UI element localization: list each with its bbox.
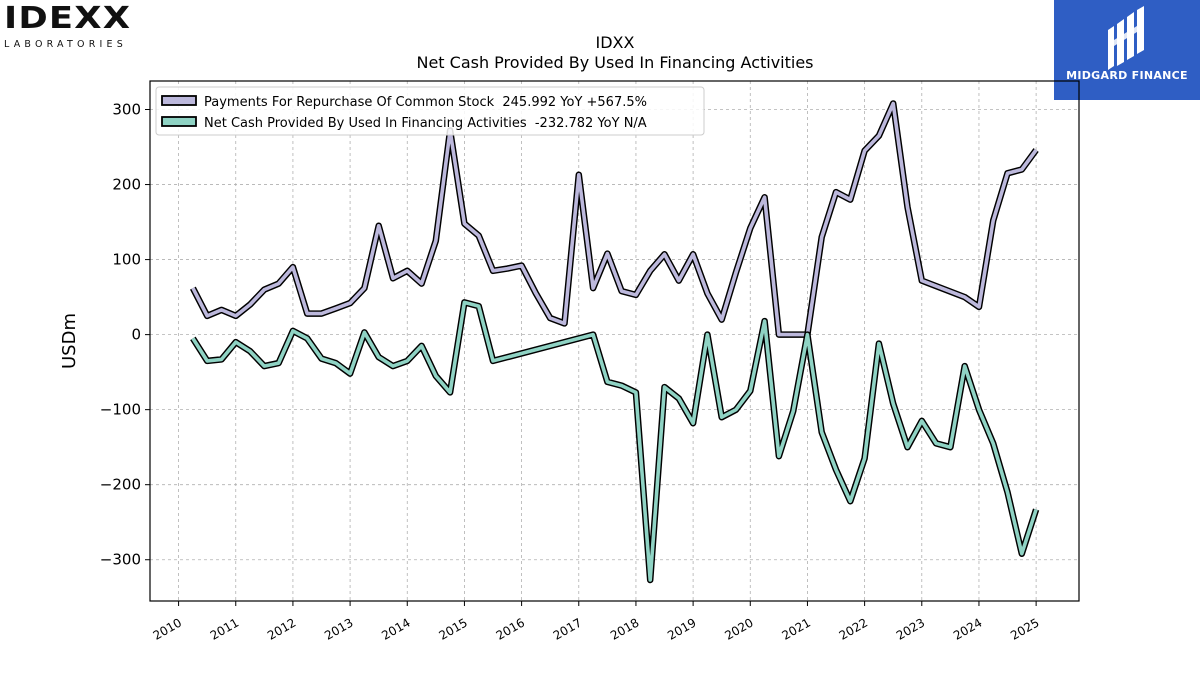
y-tick-label: 300	[112, 101, 141, 119]
x-tick-label: 2017	[551, 615, 584, 642]
chart-subtitle: Net Cash Provided By Used In Financing A…	[416, 53, 813, 72]
idexx-logo-mark: IDEXX	[4, 1, 132, 36]
x-tick-label: 2013	[322, 615, 355, 642]
midgard-emblem-icon	[1108, 6, 1144, 70]
y-tick-label: −300	[100, 551, 141, 569]
series-1-line	[191, 300, 1038, 582]
midgard-finance-logo: MIDGARD FINANCE	[1054, 0, 1200, 100]
x-tick-label: 2020	[722, 615, 755, 642]
x-tick-label: 2023	[894, 615, 927, 642]
plot-area-frame	[149, 80, 1080, 602]
y-tick-label: −100	[100, 401, 141, 419]
x-tick-label: 2011	[208, 615, 241, 642]
x-tick-label: 2021	[779, 615, 812, 642]
x-tick-label: 2016	[494, 615, 527, 642]
x-tick-label: 2024	[951, 615, 984, 642]
y-tick-label: 100	[112, 251, 141, 269]
series-lines	[190, 100, 1040, 584]
chart-title: IDXX	[596, 33, 635, 52]
legend-swatch-1	[161, 116, 197, 127]
y-tick-label: 200	[112, 176, 141, 194]
idexx-logo-subtitle: LABORATORIES	[4, 39, 127, 50]
legend-label-0: Payments For Repurchase Of Common Stock …	[204, 95, 647, 110]
midgard-finance-brand: MIDGARD FINANCE	[1066, 69, 1188, 82]
legend: Payments For Repurchase Of Common Stock …	[155, 86, 705, 136]
x-tick-label: 2025	[1008, 615, 1041, 642]
y-tick-label: 0	[131, 326, 141, 344]
legend-box	[155, 86, 705, 136]
x-tick-label: 2010	[151, 615, 184, 642]
series-0-line	[191, 101, 1038, 337]
grid	[150, 81, 1079, 601]
x-tick-label: 2022	[837, 615, 870, 642]
idexx-logo: IDEXX LABORATORIES	[4, 4, 154, 51]
y-axis: 300 200 100 0 −100 −200 −300	[100, 101, 150, 569]
x-axis: 2010 2011 2012 2013 2014 2015 2016 2017 2018 2019…	[151, 601, 1042, 643]
y-axis-label: USDm	[59, 313, 80, 369]
legend-swatch-0	[161, 95, 197, 106]
x-tick-label: 2015	[436, 615, 469, 642]
x-tick-label: 2012	[265, 615, 298, 642]
x-tick-label: 2018	[608, 615, 641, 642]
y-tick-label: −200	[100, 476, 141, 494]
x-tick-label: 2019	[665, 615, 698, 642]
legend-label-1: Net Cash Provided By Used In Financing A…	[204, 116, 647, 131]
x-tick-label: 2014	[379, 615, 412, 642]
